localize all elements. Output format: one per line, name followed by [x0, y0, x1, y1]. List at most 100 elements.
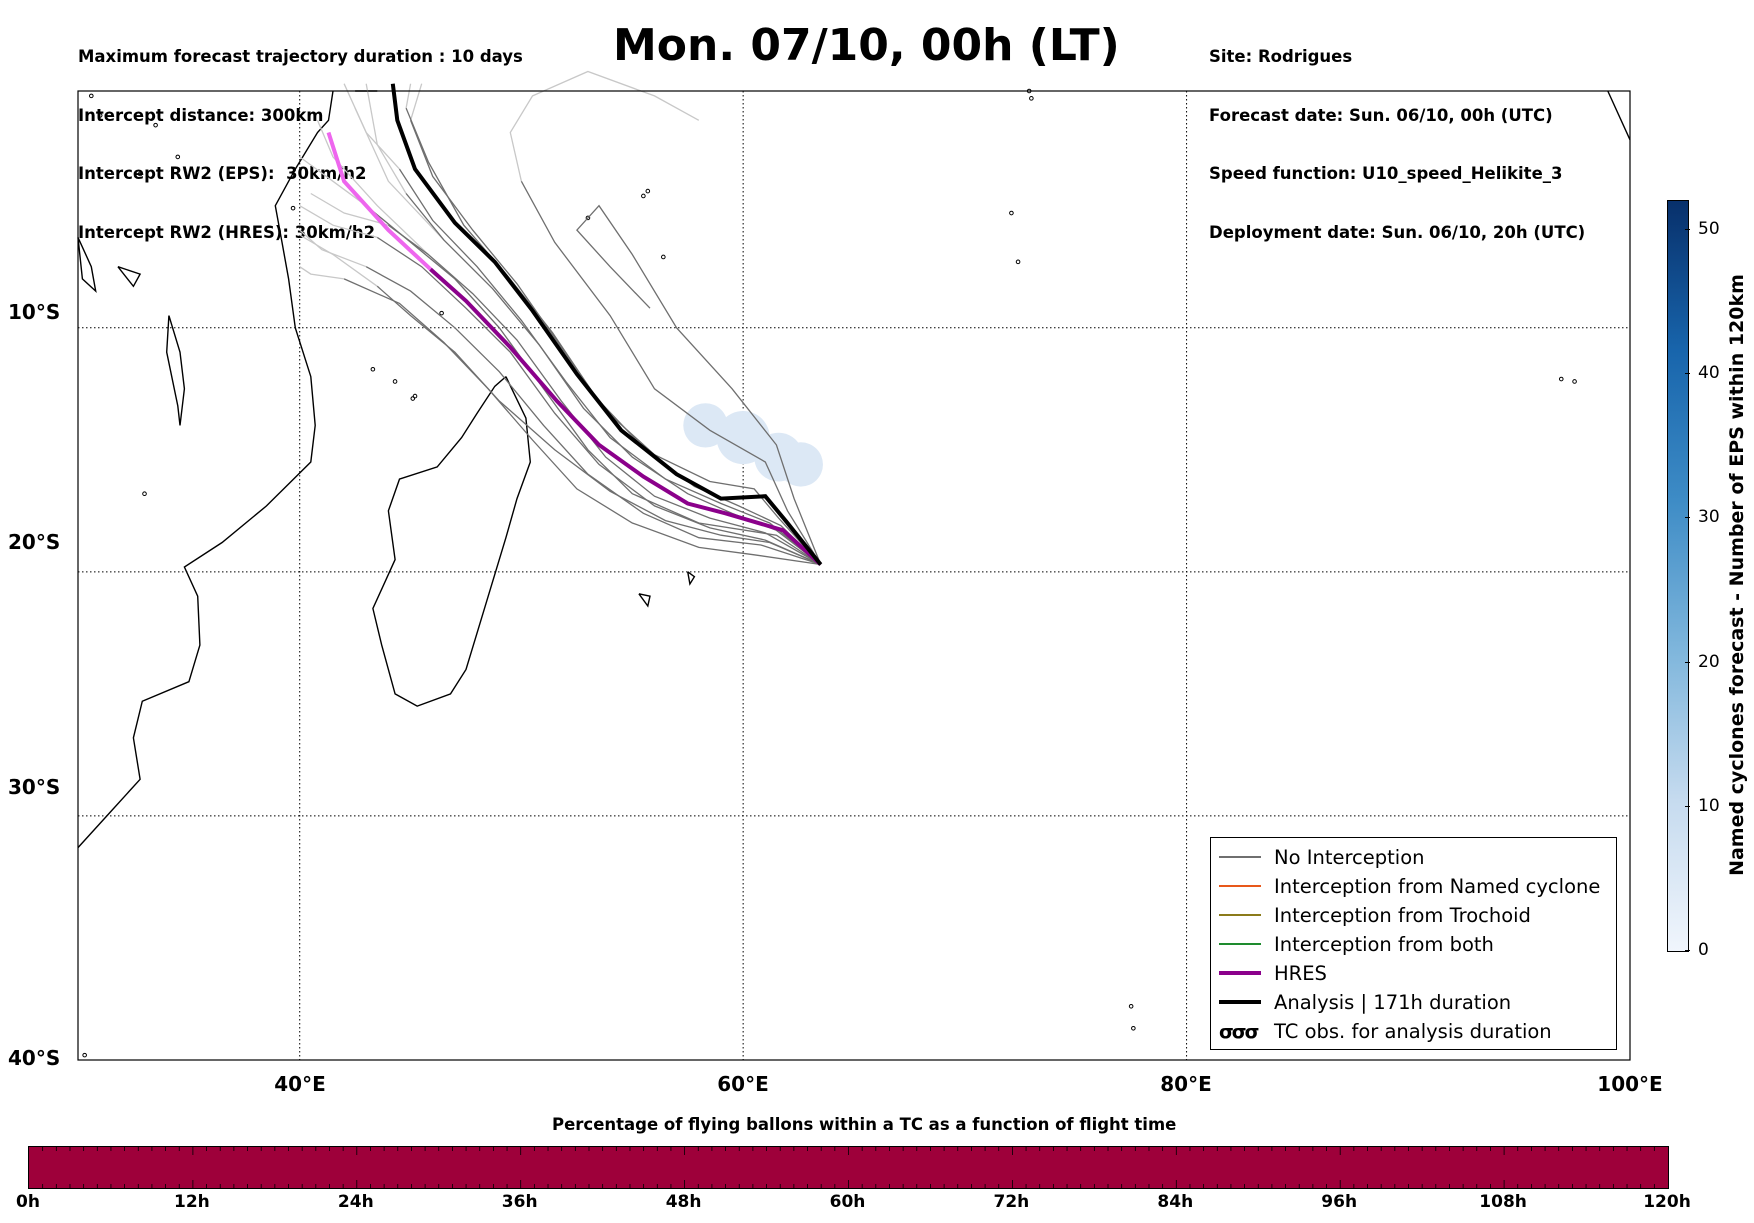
island	[1009, 210, 1014, 216]
legend-item-named-cyclone: Interception from Named cyclone	[1211, 873, 1616, 901]
cyclone-count-tick	[1685, 661, 1690, 663]
faded-trajectory	[405, 83, 412, 109]
cyclone-blob	[778, 442, 823, 487]
cyclone-probability-area	[683, 403, 823, 487]
flight-time-colorbar-ticks	[42, 1147, 1655, 1188]
flight-time-label: 84h	[1157, 1192, 1194, 1212]
flight-time-label: 0h	[16, 1192, 40, 1212]
faded-trajectory	[343, 83, 400, 170]
faded-trajectory	[409, 83, 423, 121]
island	[153, 122, 158, 128]
legend-item-both: Interception from both	[1211, 931, 1616, 959]
hres-trajectory	[326, 131, 823, 566]
island	[82, 1052, 87, 1058]
faded-trajectory	[365, 83, 407, 194]
cyclone-count-tick	[1685, 517, 1690, 519]
ensemble-trajectory	[376, 236, 821, 566]
ensemble-trajectory	[405, 193, 822, 566]
legend-label-no-interception: No Interception	[1274, 846, 1425, 869]
legend-label-named-cyclone: Interception from Named cyclone	[1274, 875, 1601, 898]
cyclone-count-tick	[1685, 950, 1690, 951]
header-right-info: Site: Rodrigues Forecast date: Sun. 06/1…	[1209, 8, 1585, 262]
faded-trajectory	[299, 205, 378, 239]
cyclone-count-tick-label: 30	[1698, 507, 1720, 528]
legend-label-tc-obs: TC obs. for analysis duration	[1274, 1020, 1552, 1043]
coastline	[687, 571, 696, 586]
legend-item-trochoid: Interception from Trochoid	[1211, 902, 1616, 930]
flight-time-label: 12h	[174, 1192, 210, 1212]
coastline	[638, 593, 651, 608]
faded-trajectories	[299, 70, 700, 287]
island	[175, 154, 181, 160]
legend-swatch-named-cyclone	[1219, 885, 1261, 887]
lon-label-60e: 60°E	[717, 1072, 769, 1096]
cyclone-count-tick-label: 40	[1698, 363, 1720, 384]
hres-trajectory-line	[429, 267, 823, 566]
legend-label-both: Interception from both	[1274, 933, 1494, 956]
coastline	[165, 315, 186, 426]
map-gridlines	[78, 91, 1630, 1060]
lat-label-10s: 10°S	[8, 300, 61, 324]
legend-label-analysis: Analysis | 171h duration	[1274, 991, 1512, 1014]
legend-item-no-interception: No Interception	[1211, 844, 1616, 872]
coastline	[117, 266, 142, 288]
header-intercept-eps: Intercept RW2 (EPS): 30km/h2	[78, 164, 367, 183]
cyclone-count-tick-label: 50	[1698, 218, 1720, 239]
ensemble-trajectory	[343, 278, 821, 566]
faded-trajectory	[354, 107, 445, 241]
header-max-duration: Maximum forecast trajectory duration : 1…	[78, 47, 523, 66]
ensemble-trajectory	[376, 285, 821, 566]
faded-trajectory	[299, 156, 367, 207]
coastline	[77, 90, 334, 849]
coastlines	[77, 88, 1631, 1058]
cyclone-count-tick-label: 20	[1698, 651, 1720, 672]
cyclone-count-tick-label: 0	[1698, 940, 1709, 960]
flight-time-label: 36h	[501, 1192, 538, 1212]
legend-label-trochoid: Interception from Trochoid	[1274, 904, 1531, 927]
island	[1029, 96, 1034, 101]
faded-trajectory	[299, 266, 345, 280]
legend-swatch-hres	[1219, 971, 1261, 975]
lat-label-40s: 40°S	[8, 1046, 61, 1070]
cyclone-blob	[683, 403, 728, 448]
flight-time-label: 96h	[1321, 1192, 1358, 1212]
island	[97, 113, 103, 118]
lat-label-20s: 20°S	[8, 530, 61, 554]
faded-trajectory	[299, 229, 367, 268]
analysis-trajectory-line	[390, 83, 823, 566]
coastline	[372, 376, 532, 707]
island	[1015, 259, 1021, 265]
header-left-info: Maximum forecast trajectory duration : 1…	[78, 8, 523, 262]
flight-time-label: 24h	[337, 1192, 374, 1212]
island	[585, 215, 591, 221]
cyclone-count-tick-label: 10	[1698, 795, 1720, 816]
island	[1128, 1004, 1134, 1009]
header-site: Site: Rodrigues	[1209, 47, 1353, 66]
header-intercept-hres: Intercept RW2 (HRES): 30km/h2	[78, 222, 376, 242]
legend-swatch-trochoid	[1219, 914, 1261, 916]
island	[290, 205, 296, 211]
flight-time-label: 60h	[829, 1192, 866, 1212]
coastline	[1607, 90, 1631, 141]
flight-time-label: 120h	[1643, 1192, 1691, 1212]
map-title: Mon. 07/10, 00h (LT)	[613, 20, 1120, 71]
flight-time-colorbar	[28, 1146, 1669, 1189]
flight-time-label: 72h	[993, 1192, 1030, 1212]
legend-label-hres: HRES	[1274, 962, 1327, 985]
island	[370, 366, 376, 372]
header-speed-function: Speed function: U10_speed_Helikite_3	[1209, 164, 1563, 183]
faded-trajectory	[316, 120, 429, 255]
cyclone-count-tick	[1685, 805, 1690, 807]
island	[142, 491, 147, 497]
map-frame	[77, 90, 1631, 1061]
faded-trajectory	[299, 234, 378, 287]
faded-trajectory	[310, 192, 389, 226]
island	[1558, 376, 1564, 382]
cyclone-count-tick	[1685, 373, 1690, 375]
map-legend: No Interception Interception from Named …	[1210, 837, 1617, 1050]
hres-trajectory-faded	[326, 131, 432, 271]
cyclone-count-tick	[1685, 228, 1690, 230]
ensemble-trajectory	[365, 266, 821, 566]
island	[645, 188, 651, 194]
